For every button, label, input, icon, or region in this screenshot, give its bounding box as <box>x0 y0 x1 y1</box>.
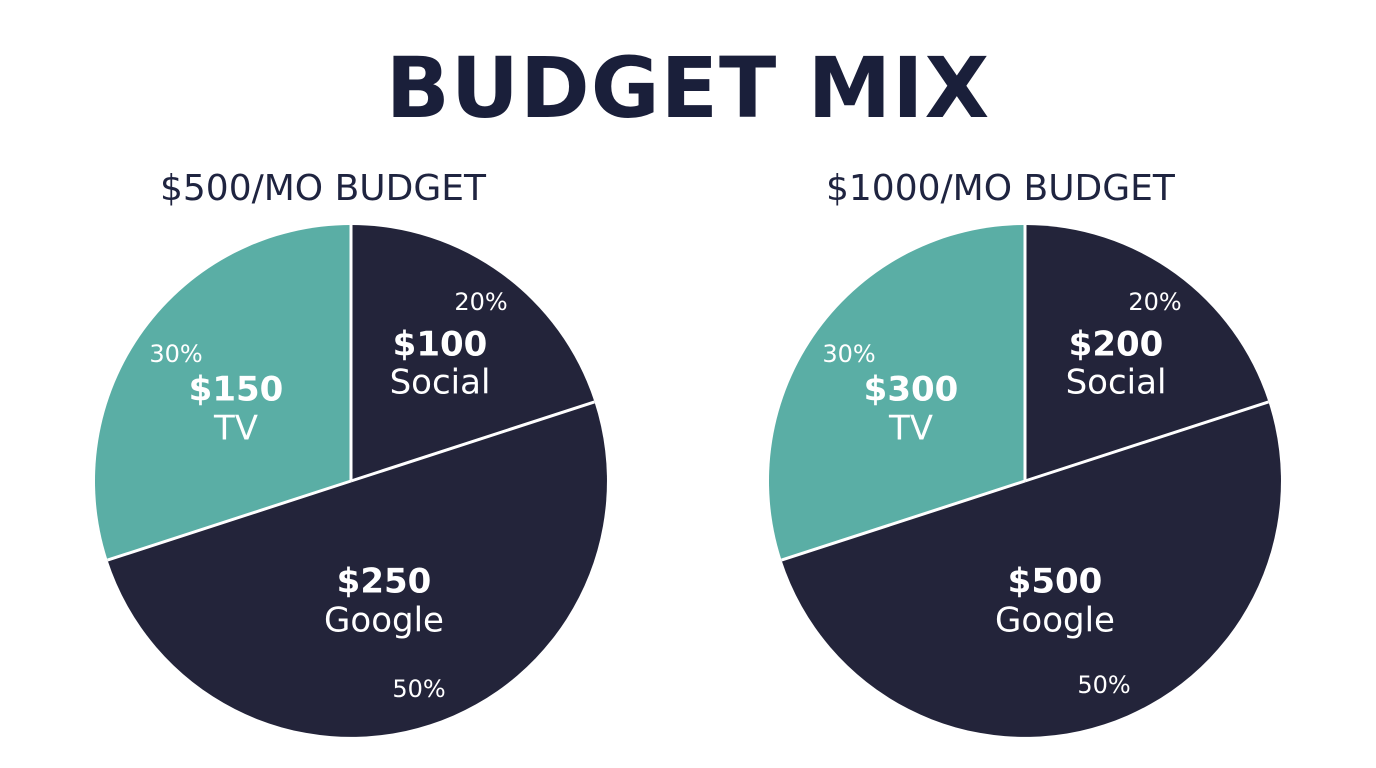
pie-1000-separator <box>781 479 1026 562</box>
pie-1000-slice-tv <box>769 225 1025 561</box>
pie-1000-label-social: Social <box>1066 363 1167 403</box>
pie-500-label-google: Google <box>324 601 444 641</box>
pie-500-slice-google <box>107 401 607 737</box>
pie-1000-slice-social <box>1025 225 1269 481</box>
pie-500-label-tv: TV <box>213 409 258 449</box>
pie-1000-slice-google <box>781 401 1281 737</box>
chart-title-1000: $1000/MO BUDGET <box>826 168 1175 209</box>
pie-500-amount-social: $100 <box>393 325 488 365</box>
pie-500-label-social: Social <box>390 363 491 403</box>
pie-500-percent-google: 50% <box>392 675 445 703</box>
pie-500-separator <box>350 400 595 483</box>
pie-500-slice-social <box>351 225 595 481</box>
pie-500-separator <box>107 479 352 562</box>
pie-1000-amount-social: $200 <box>1069 325 1164 365</box>
pie-1000-percent-tv: 30% <box>822 340 875 368</box>
pie-1000-amount-google: $500 <box>1008 562 1103 602</box>
pie-1000-amount-tv: $300 <box>864 370 959 410</box>
chart-title-500: $500/MO BUDGET <box>160 168 486 209</box>
pie-1000-label-tv: TV <box>888 409 933 449</box>
pie-500-slice-tv <box>94 225 351 561</box>
pie-500-amount-google: $250 <box>337 562 432 602</box>
pie-500-amount-tv: $150 <box>189 370 284 410</box>
page-title: BUDGET MIX <box>385 39 991 137</box>
pie-1000-separator <box>1024 400 1269 483</box>
pie-500-percent-tv: 30% <box>149 340 202 368</box>
pie-1000-label-google: Google <box>995 601 1115 641</box>
pie-500-percent-social: 20% <box>454 288 507 316</box>
pie-1000-percent-google: 50% <box>1077 671 1130 699</box>
pie-1000-percent-social: 20% <box>1128 288 1181 316</box>
